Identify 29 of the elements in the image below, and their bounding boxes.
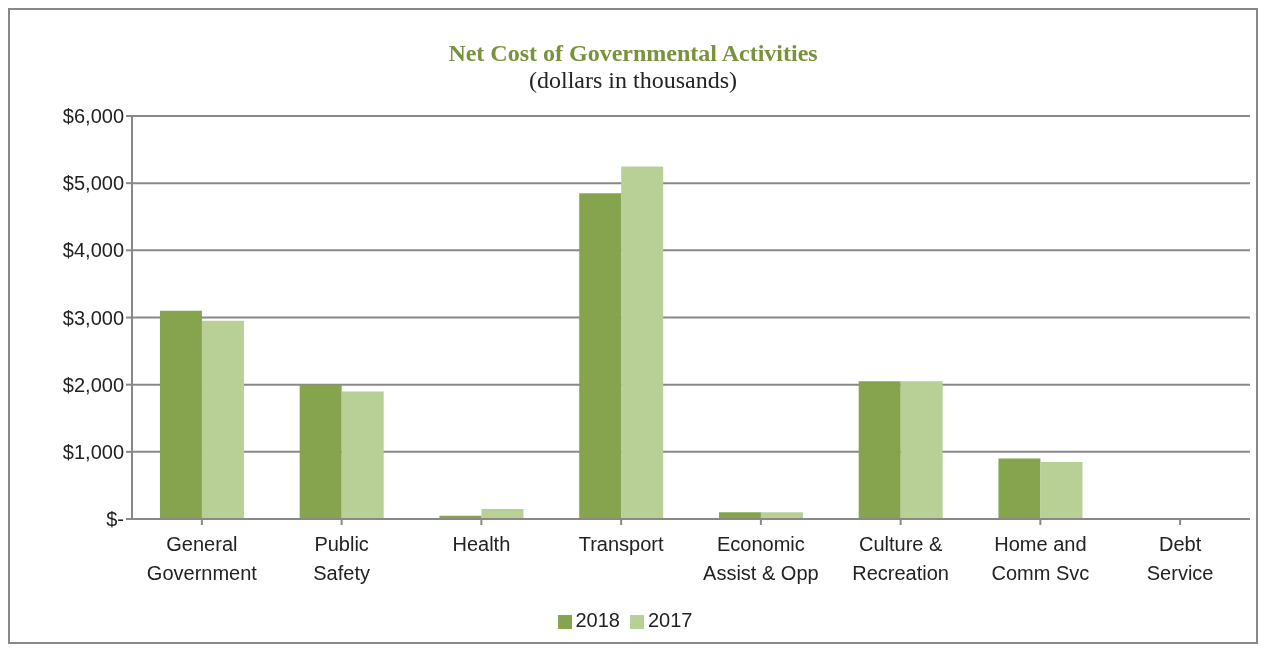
y-tick-label: $4,000 (62, 239, 124, 262)
bar (159, 310, 202, 519)
bar (341, 391, 384, 519)
x-tick-label: Transport (578, 533, 664, 555)
bar (579, 193, 622, 519)
bar (900, 381, 943, 519)
y-tick-label: $1,000 (62, 440, 124, 463)
y-tick-label: $2,000 (62, 373, 124, 396)
x-tick-label: Economic Assist & Opp (703, 533, 819, 584)
y-tick-label: $3,000 (62, 306, 124, 329)
bar (858, 381, 901, 519)
y-tick-label: $- (106, 508, 124, 531)
x-tick-label: Home and Comm Svc (991, 533, 1090, 584)
legend-label: 2018 (575, 609, 620, 631)
x-tick-label: Public Safety (313, 533, 370, 584)
y-tick-label: $6,000 (62, 105, 124, 128)
x-tick-label: Culture & Recreation (852, 533, 949, 584)
chart-subtitle: (dollars in thousands) (528, 67, 738, 94)
x-tick-label: Health (452, 533, 511, 555)
x-tick-label: General Government (146, 533, 258, 584)
y-tick-label: $5,000 (62, 172, 124, 195)
chart-title: Net Cost of Governmental Activities (447, 40, 819, 67)
bar (299, 384, 342, 519)
legend-label: 2017 (648, 609, 693, 631)
bar (998, 458, 1041, 519)
bar (1040, 461, 1083, 519)
bar (621, 166, 664, 519)
bar (201, 320, 244, 519)
x-tick-label: Debt Service (1146, 533, 1214, 584)
